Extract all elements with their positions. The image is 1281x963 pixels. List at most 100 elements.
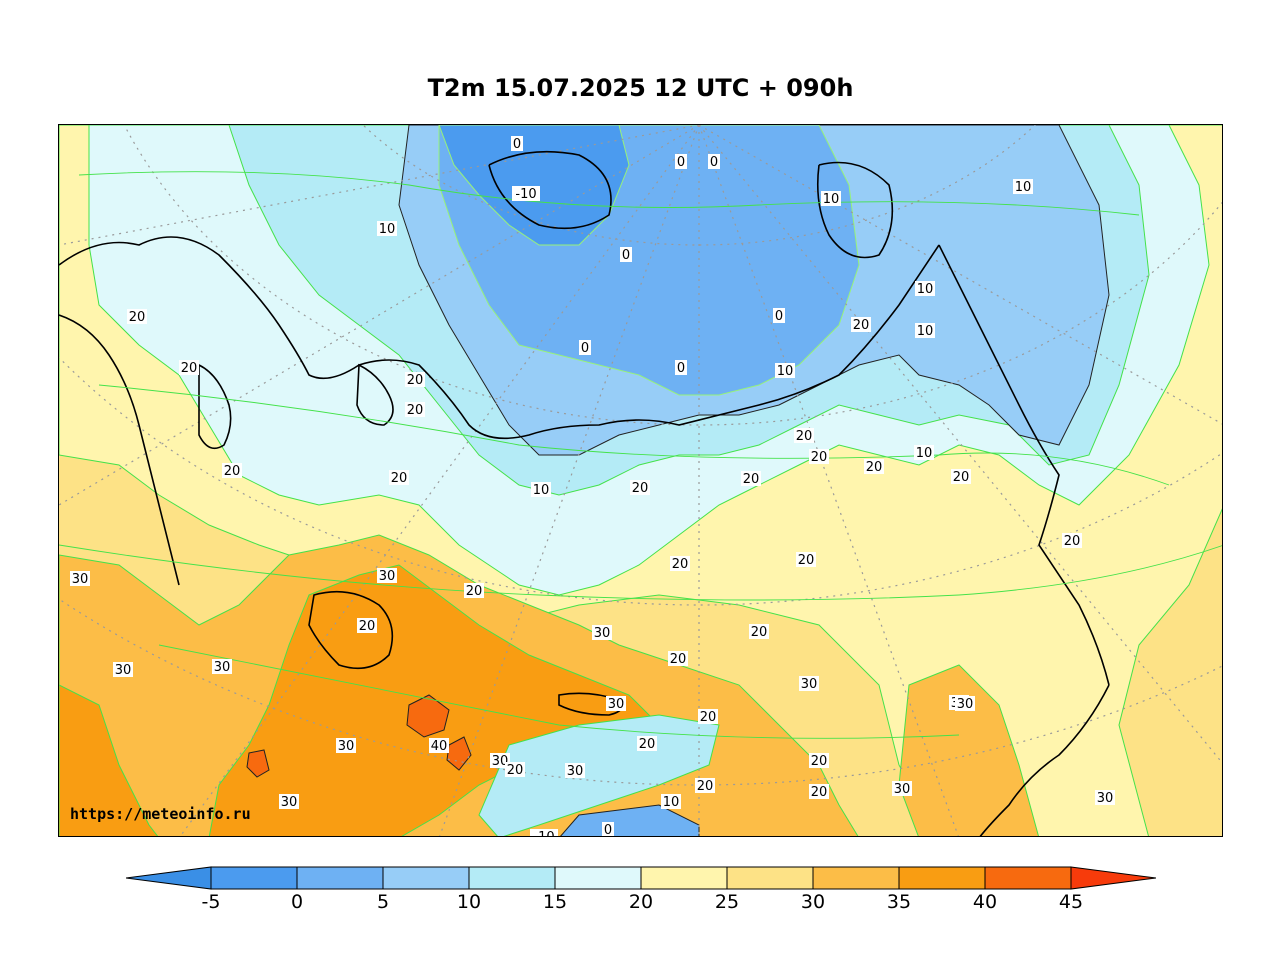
contour-label: 20 (741, 471, 761, 487)
contour-label: 20 (951, 469, 971, 485)
contour-label: 20 (637, 736, 657, 752)
contour-label: 30 (113, 662, 133, 678)
contour-label: 30 (377, 568, 397, 584)
svg-text:20: 20 (700, 710, 717, 725)
contour-label: 20 (809, 449, 829, 465)
contour-label: 20 (357, 618, 377, 634)
colorbar-bin (210, 866, 298, 890)
contour-label: 20 (749, 624, 769, 640)
svg-text:20: 20 (407, 403, 424, 418)
contour-label: 20 (405, 372, 425, 388)
svg-text:0: 0 (775, 309, 783, 324)
contour-label: 20 (809, 784, 829, 800)
contour-label: 10 (915, 281, 935, 297)
temp-band-40-45 (406, 694, 450, 738)
colorbar-tick-label: 15 (542, 891, 568, 913)
svg-text:30: 30 (379, 569, 396, 584)
svg-text:20: 20 (632, 481, 649, 496)
colorbar (126, 866, 1156, 890)
contour-label: 20 (695, 778, 715, 794)
contour-label: 20 (389, 470, 409, 486)
svg-text:30: 30 (115, 663, 132, 678)
contour-label: 20 (464, 583, 484, 599)
svg-text:20: 20 (359, 619, 376, 634)
svg-text:20: 20 (224, 464, 241, 479)
svg-text:30: 30 (338, 739, 355, 754)
contour-label: 30 (1095, 790, 1115, 806)
svg-text:30: 30 (608, 697, 625, 712)
colorbar-bin (726, 866, 814, 890)
svg-text:0: 0 (581, 341, 589, 356)
svg-text:20: 20 (811, 754, 828, 769)
svg-text:0: 0 (677, 155, 685, 170)
contour-label: 10 (915, 323, 935, 339)
svg-text:10: 10 (917, 282, 934, 297)
contour-label: 30 (892, 781, 912, 797)
temp-band-35-40-west (59, 684, 159, 836)
svg-text:20: 20 (853, 318, 870, 333)
contour-label: 30 (336, 738, 356, 754)
colorbar-over-arrow (1070, 866, 1156, 890)
colorbar-tick-label: 30 (800, 891, 826, 913)
contour-label: 30 (212, 659, 232, 675)
contour-label: 30 (279, 794, 299, 810)
source-url: https://meteoinfo.ru (70, 805, 251, 823)
contour-label: 20 (864, 459, 884, 475)
svg-text:20: 20 (743, 472, 760, 487)
map-canvas: 0 0 0 -10 0 10 10 10 0 20 0 0 10 20 10 20 20 20 20 20 10 10 20… (59, 125, 1222, 837)
temp-band-minus5-0 (438, 125, 630, 246)
temp-band-south-cool (478, 714, 720, 836)
svg-text:0: 0 (604, 823, 612, 837)
contour-label: 20 (851, 317, 871, 333)
colorbar-tick-label: 35 (886, 891, 912, 913)
svg-text:20: 20 (796, 429, 813, 444)
svg-text:0: 0 (710, 155, 718, 170)
contour-label: 0 (602, 822, 614, 837)
contour-label: 0 (579, 340, 591, 356)
contour-label: -10 (530, 829, 558, 836)
svg-text:20: 20 (670, 652, 687, 667)
contour-label: 20 (222, 463, 242, 479)
contour-label: 20 (1062, 533, 1082, 549)
svg-text:20: 20 (751, 625, 768, 640)
contour-label: 30 (592, 625, 612, 641)
contour-label: 10 (661, 794, 681, 810)
contour-label: 30 (955, 696, 975, 712)
colorbar-tick-label: 25 (714, 891, 740, 913)
temperature-map: 0 0 0 -10 0 10 10 10 0 20 0 0 10 20 10 20 20 20 20 20 10 10 20… (58, 124, 1223, 837)
contour-label: 20 (179, 360, 199, 376)
contour-label: 20 (809, 753, 829, 769)
contour-label: 10 (914, 445, 934, 461)
svg-text:10: 10 (777, 364, 794, 379)
svg-text:30: 30 (567, 764, 584, 779)
contour-labels: 0 0 0 -10 0 10 10 10 0 20 0 0 10 20 10 20 20 20 20 20 10 10 20… (70, 136, 1115, 837)
colorbar-tick-label: 45 (1058, 891, 1084, 913)
colorbar-tick-label: 0 (290, 891, 304, 913)
contour-label: 20 (127, 309, 147, 325)
coastlines (59, 150, 1110, 836)
map-title: T2m 15.07.2025 12 UTC + 090h (427, 74, 854, 102)
svg-text:0: 0 (513, 137, 521, 152)
contour-label: 20 (505, 762, 525, 778)
contour-label: 20 (796, 552, 816, 568)
svg-text:20: 20 (181, 361, 198, 376)
svg-text:20: 20 (391, 471, 408, 486)
contour-label: 20 (670, 556, 690, 572)
temp-band-40-45-c (246, 749, 270, 778)
svg-text:20: 20 (672, 557, 689, 572)
contour-label: 20 (668, 651, 688, 667)
svg-text:30: 30 (72, 572, 89, 587)
svg-text:30: 30 (1097, 791, 1114, 806)
svg-text:30: 30 (894, 782, 911, 797)
colorbar-tick-label: 10 (456, 891, 482, 913)
colorbar-bin (640, 866, 728, 890)
contour-label: 10 (377, 221, 397, 237)
contour-label: 0 (511, 136, 523, 152)
contour-label: 30 (606, 696, 626, 712)
colorbar-bin (468, 866, 556, 890)
svg-text:10: 10 (379, 222, 396, 237)
svg-text:20: 20 (798, 553, 815, 568)
colorbar-bin (812, 866, 900, 890)
svg-text:20: 20 (407, 373, 424, 388)
temp-band-south-cold (560, 804, 700, 836)
